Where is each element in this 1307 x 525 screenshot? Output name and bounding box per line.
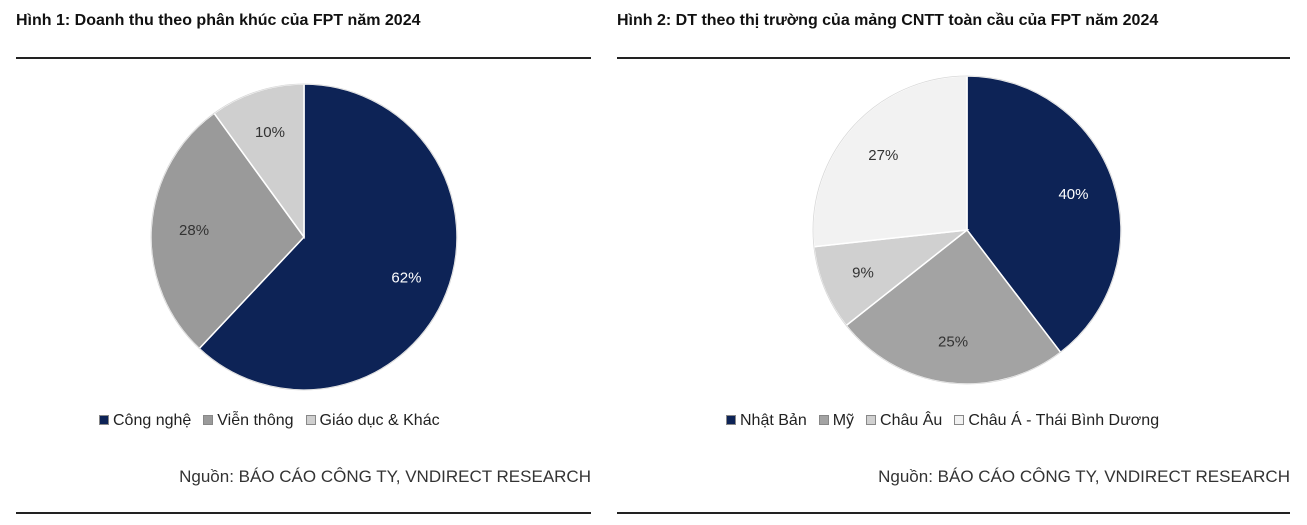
pie-outline <box>812 75 1122 385</box>
legend-item: Viễn thông <box>203 412 294 430</box>
legend-swatch <box>203 415 214 425</box>
legend-swatch <box>954 415 965 425</box>
legend-item: Công nghệ <box>99 412 191 430</box>
chart-panel-1: Hình 1: Doanh thu theo phân khúc của FPT… <box>16 0 591 525</box>
slice-value-label: 27% <box>868 147 898 164</box>
chart-panel-2: Hình 2: DT theo thị trường của mảng CNTT… <box>617 0 1290 525</box>
chart-source: Nguồn: BÁO CÁO CÔNG TY, VNDIRECT RESEARC… <box>179 467 591 486</box>
legend-item: Nhật Bản <box>726 412 807 430</box>
legend-label: Công nghệ <box>113 412 192 429</box>
slice-value-label: 40% <box>1058 186 1088 203</box>
chart-legend: Nhật Bản Mỹ Châu Âu Châu Á - Thái Bình Dươn… <box>726 412 1171 430</box>
chart-source: Nguồn: BÁO CÁO CÔNG TY, VNDIRECT RESEARC… <box>878 467 1290 486</box>
legend-swatch <box>305 415 316 425</box>
chart-legend: Công nghệ Viễn thông Giáo dục & Khác <box>99 412 452 430</box>
legend-swatch <box>866 415 877 425</box>
legend-label: Viễn thông <box>217 412 294 429</box>
pie-chart-2: 40% 25% 9% 27% <box>812 75 1122 385</box>
bottom-divider <box>16 512 591 514</box>
bottom-divider <box>617 512 1290 514</box>
legend-label: Châu Âu <box>880 412 943 429</box>
slice-value-label: 10% <box>255 124 285 141</box>
top-divider <box>16 57 591 59</box>
pie-outline <box>150 83 458 391</box>
legend-label: Mỹ <box>832 412 855 429</box>
slice-value-label: 62% <box>391 270 421 287</box>
legend-swatch <box>726 415 736 425</box>
legend-label: Châu Á - Thái Bình Dương <box>968 412 1160 429</box>
legend-item: Châu Âu <box>866 412 942 430</box>
legend-item: Châu Á - Thái Bình Dương <box>954 412 1159 430</box>
legend-item: Giáo dục & Khác <box>305 412 440 430</box>
slice-value-label: 25% <box>938 334 968 351</box>
slice-value-label: 28% <box>179 222 209 239</box>
legend-label: Giáo dục & Khác <box>319 412 440 429</box>
top-divider <box>617 57 1290 59</box>
chart-title: Hình 2: DT theo thị trường của mảng CNTT… <box>617 12 1159 29</box>
legend-swatch <box>818 415 829 425</box>
pie-chart-1: 62% 28% 10% <box>150 83 458 391</box>
legend-label: Nhật Bản <box>740 412 807 429</box>
slice-value-label: 9% <box>852 265 874 282</box>
chart-title: Hình 1: Doanh thu theo phân khúc của FPT… <box>16 12 421 29</box>
legend-swatch <box>99 415 109 425</box>
legend-item: Mỹ <box>818 412 855 430</box>
